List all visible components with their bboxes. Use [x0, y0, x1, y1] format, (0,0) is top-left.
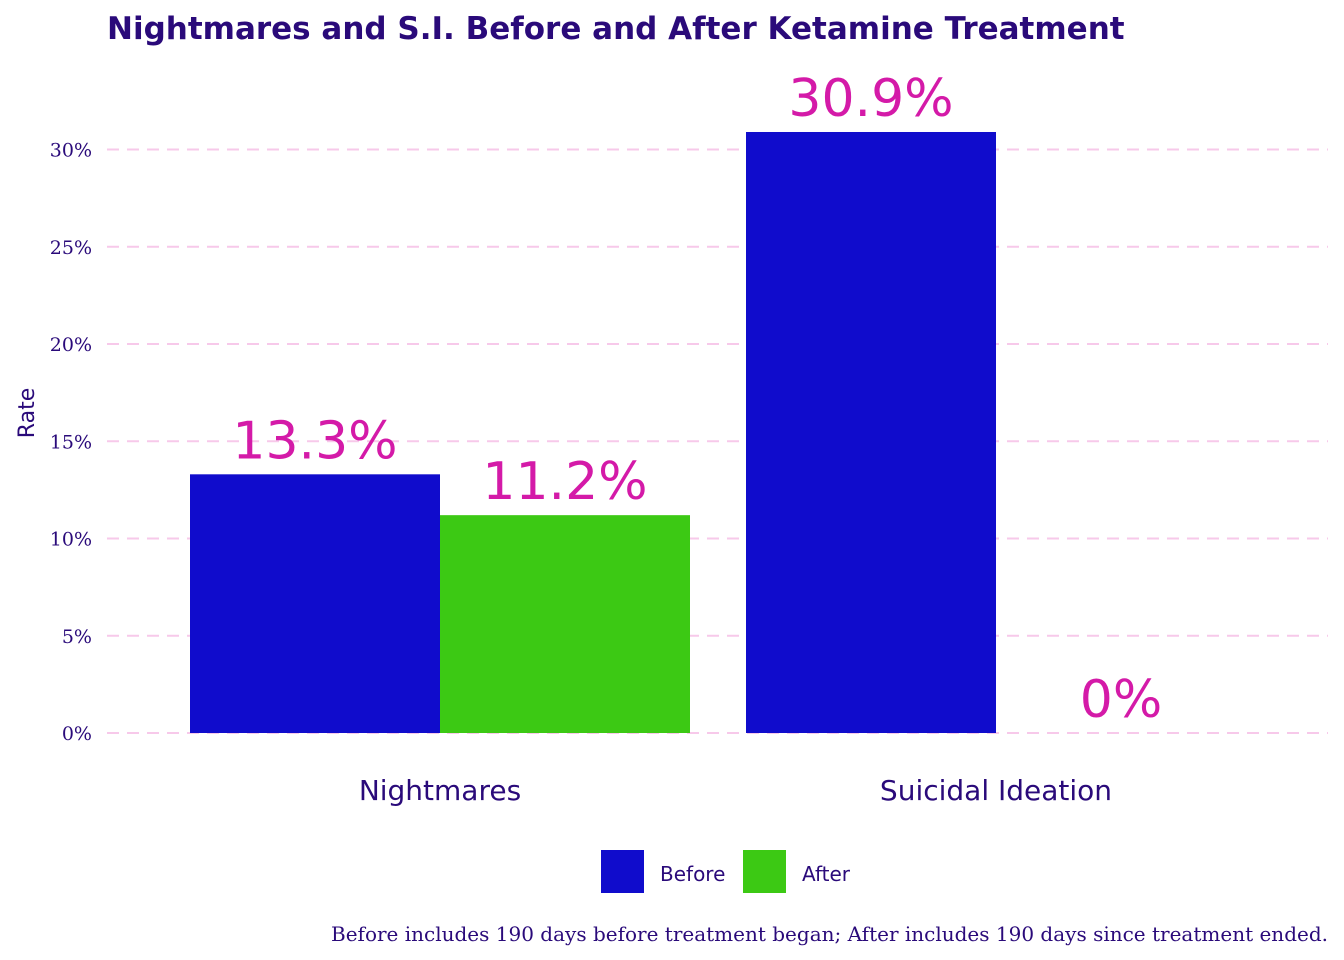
legend-label-before: Before	[660, 862, 725, 886]
bar-before-1	[746, 131, 996, 733]
chart-caption: Before includes 190 days before treatmen…	[331, 922, 1328, 946]
data-label-before-1: 30.9%	[788, 69, 953, 129]
y-tick-label: 30%	[50, 140, 92, 162]
data-label-before-0: 13.3%	[232, 411, 397, 471]
category-label: Suicidal Ideation	[880, 774, 1112, 807]
category-labels: Nightmares Suicidal Ideation	[359, 774, 1112, 807]
chart-title: Nightmares and S.I. Before and After Ket…	[107, 11, 1125, 47]
category-label: Nightmares	[359, 774, 521, 807]
legend-swatch-before	[601, 850, 644, 893]
y-axis-title: Rate	[15, 388, 40, 438]
y-tick-label: 10%	[50, 529, 92, 551]
y-tick-label: 5%	[62, 626, 92, 648]
legend: Before After	[601, 850, 851, 893]
y-tick-label: 15%	[50, 431, 92, 453]
data-label-after-0: 11.2%	[482, 452, 647, 512]
y-tick-label: 20%	[50, 334, 92, 356]
data-labels: 13.3% 11.2% 30.9% 0%	[232, 69, 1162, 730]
y-tick-label: 0%	[62, 723, 92, 745]
bars	[190, 131, 996, 733]
bar-before-0	[190, 474, 440, 733]
legend-label-after: After	[802, 862, 851, 886]
data-label-after-1: 0%	[1080, 670, 1163, 730]
bar-after-0	[440, 515, 690, 733]
legend-swatch-after	[743, 850, 786, 893]
y-tick-label: 25%	[50, 237, 92, 259]
y-axis-ticks: 0% 5% 10% 15% 20% 25% 30%	[50, 140, 92, 746]
